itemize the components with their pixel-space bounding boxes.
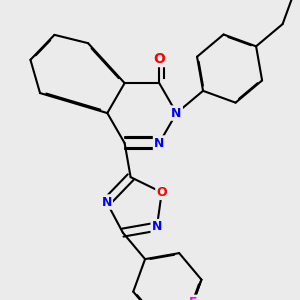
Text: N: N [101, 196, 112, 208]
Text: N: N [154, 136, 164, 150]
Text: F: F [189, 296, 197, 300]
Text: O: O [153, 52, 165, 66]
Text: O: O [156, 186, 167, 199]
Text: N: N [152, 220, 162, 233]
Text: N: N [171, 106, 182, 120]
